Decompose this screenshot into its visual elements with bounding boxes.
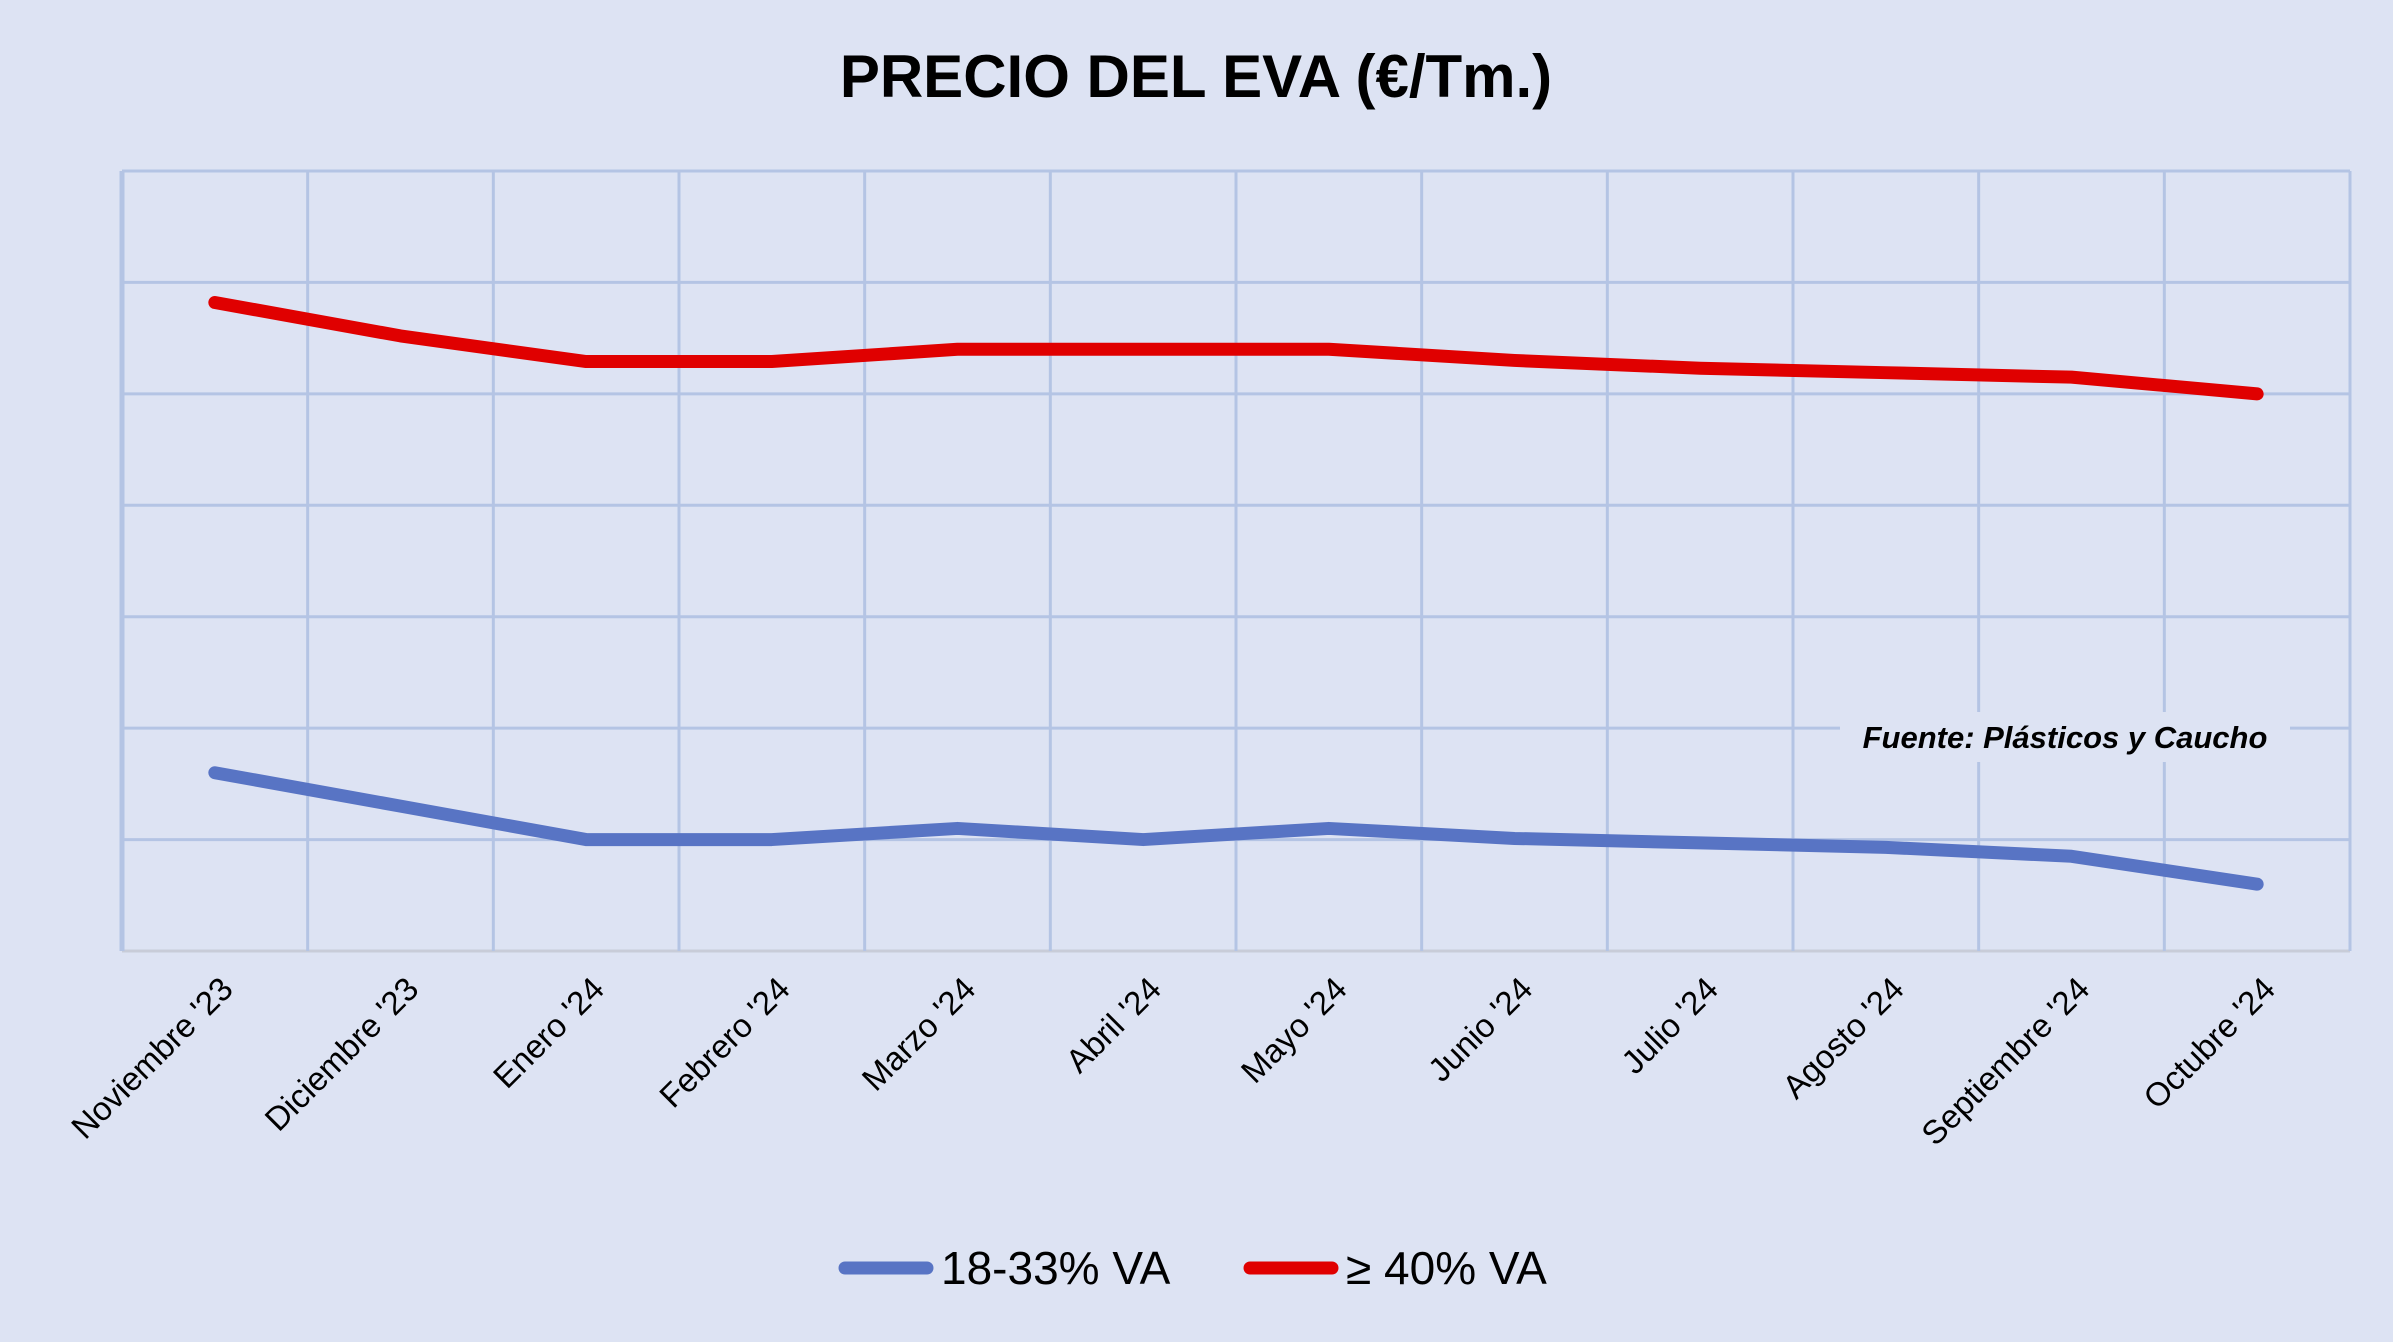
annotation-background [1840, 712, 2290, 762]
series-line-1 [208, 295, 2264, 401]
chart-title: PRECIO DEL EVA (€/Tm.) [840, 43, 1552, 110]
legend-label: ≥ 40% VA [1346, 1242, 1547, 1294]
series-line-0 [208, 766, 2264, 891]
legend: 18-33% VA ≥ 40% VA [838, 1242, 1547, 1294]
grid [119, 169, 2352, 953]
source-annotation: Fuente: Plásticos y Caucho [1863, 720, 2268, 755]
legend-label: 18-33% VA [941, 1242, 1171, 1294]
series-group [208, 295, 2264, 891]
